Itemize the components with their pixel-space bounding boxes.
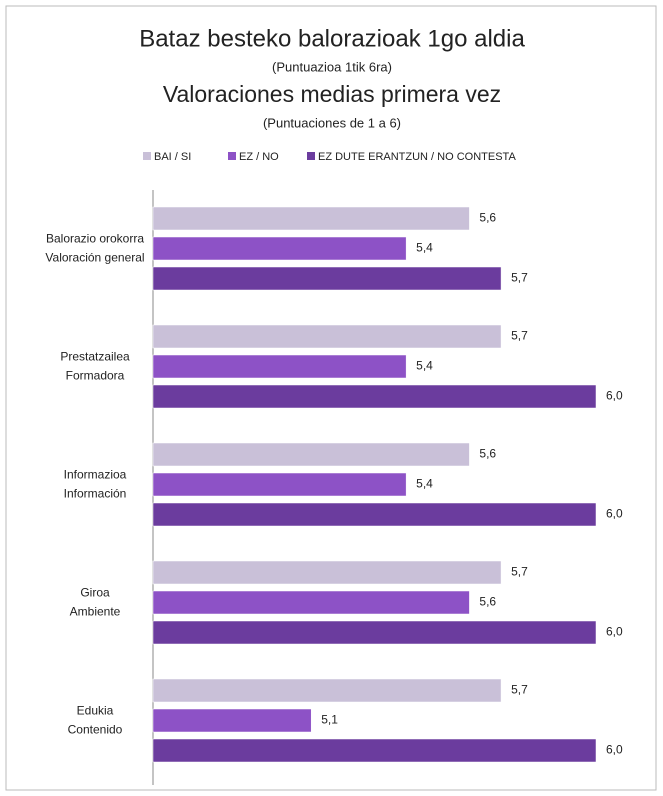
value-label: 5,6 — [479, 447, 496, 461]
legend-label: EZ DUTE ERANTZUN / NO CONTESTA — [318, 151, 516, 163]
legend-swatch — [143, 152, 151, 160]
category-label-line: Giroa — [80, 586, 110, 600]
bar — [152, 560, 502, 585]
value-label: 5,7 — [511, 565, 528, 579]
chart-title: Bataz besteko balorazioak 1go aldia — [139, 25, 525, 52]
bar — [152, 324, 502, 349]
category-label-line: Edukia — [77, 704, 114, 718]
bar — [152, 236, 407, 261]
category-label-line: Prestatzailea — [60, 350, 130, 364]
value-label: 5,4 — [416, 477, 433, 491]
value-label: 6,0 — [606, 743, 623, 757]
value-label: 5,7 — [511, 271, 528, 285]
category-label-line: Informazioa — [64, 468, 127, 482]
category-label-line: Valoración general — [45, 251, 144, 265]
value-label: 6,0 — [606, 507, 623, 521]
value-label: 5,4 — [416, 359, 433, 373]
legend-label: EZ / NO — [239, 151, 279, 163]
legend-label: BAI / SI — [154, 151, 191, 163]
bar — [152, 266, 502, 291]
bar — [152, 678, 502, 703]
bar — [152, 620, 597, 645]
value-label: 6,0 — [606, 389, 623, 403]
bar — [152, 384, 597, 409]
bar — [152, 472, 407, 497]
legend-swatch — [307, 152, 315, 160]
value-label: 5,6 — [479, 211, 496, 225]
chart-title-2: Valoraciones medias primera vez — [163, 81, 501, 107]
category-label-line: Información — [64, 487, 127, 501]
category-label-line: Balorazio orokorra — [46, 232, 144, 246]
category-label-line: Contenido — [68, 723, 123, 737]
bar — [152, 206, 470, 231]
bar — [152, 442, 470, 467]
chart-subtitle-2: (Puntuaciones de 1 a 6) — [263, 115, 401, 130]
bar — [152, 738, 597, 763]
value-label: 5,7 — [511, 683, 528, 697]
value-label: 5,7 — [511, 329, 528, 343]
value-label: 6,0 — [606, 625, 623, 639]
bar — [152, 502, 597, 527]
category-label-line: Formadora — [66, 369, 125, 383]
category-label: Prestatzailea Formadora — [60, 350, 130, 383]
bar — [152, 708, 312, 733]
category-label-line: Ambiente — [70, 605, 121, 619]
value-label: 5,4 — [416, 241, 433, 255]
value-label: 5,6 — [479, 595, 496, 609]
category-label: Balorazio orokorra Valoración general — [45, 232, 144, 265]
value-label: 5,1 — [321, 713, 338, 727]
category-label: Informazioa Información — [64, 468, 127, 501]
legend-swatch — [228, 152, 236, 160]
category-label: Edukia Contenido — [68, 704, 123, 737]
chart-subtitle: (Puntuazioa 1tik 6ra) — [272, 59, 392, 74]
category-label: Giroa Ambiente — [70, 586, 121, 619]
bar — [152, 354, 407, 379]
bar — [152, 590, 470, 615]
